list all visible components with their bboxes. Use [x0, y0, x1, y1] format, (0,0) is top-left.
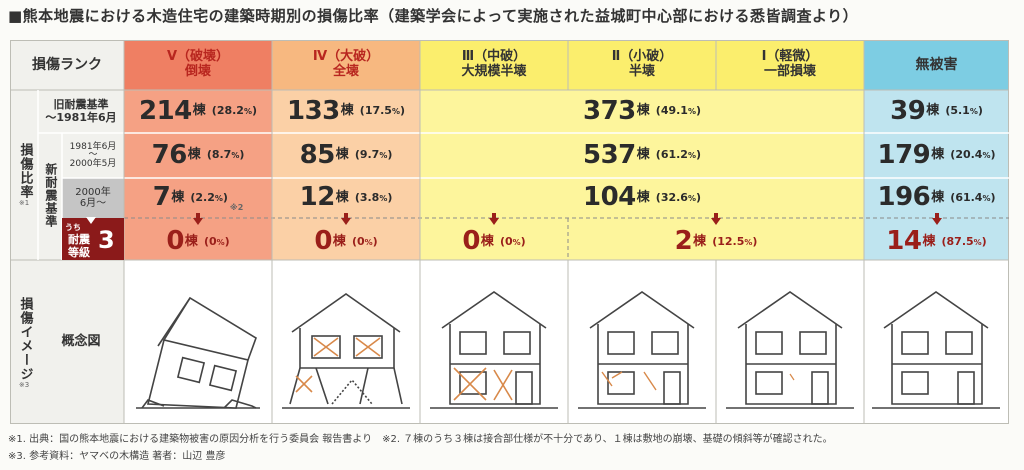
iv-data-column: [272, 90, 420, 260]
new2-row-label: 2000年 6月～: [75, 186, 111, 210]
collapsed-house-image: [136, 296, 260, 409]
iii-header-line1: Ⅲ（中破）: [461, 49, 527, 65]
cell-new1-none: 179 棟 (20.4%): [877, 139, 996, 170]
i-header-line1: Ⅰ（軽微）: [761, 49, 819, 65]
iii-header-line2: 大規模半壊: [461, 64, 527, 79]
cell-grade3-ii-i: 2 棟 (12.5%): [674, 226, 758, 257]
half-destroyed-house-image: [578, 291, 706, 409]
cell-grade3-iv: 0 棟 (0%): [314, 226, 378, 257]
arrow-down-icon: [193, 213, 203, 225]
major-half-destroyed-house-image: [430, 291, 558, 409]
image-note: ※3: [18, 380, 30, 389]
arrow-down-icon: [932, 213, 942, 225]
ratio-side-label: 損傷比率 ※1: [17, 142, 33, 207]
destroyed-house-image: [282, 293, 410, 409]
cell-old-iv: 133 棟 (17.5%): [286, 95, 405, 126]
cell-new2-iii-i: 104 棟 (32.6%): [582, 182, 701, 213]
arrow-down-icon: [341, 213, 351, 225]
none-data-column: [864, 90, 1009, 260]
grade3-arrow: [86, 217, 96, 224]
cell-new2-v: 7 棟 (2.2%) ※2: [152, 182, 244, 213]
new1-label-cell: [62, 133, 124, 178]
none-header-cell: [864, 40, 1009, 90]
ii-header-line2: 半壊: [628, 64, 655, 79]
cell-old-none: 39 棟 (5.1%): [890, 95, 983, 126]
v-header-line2: 倒壊: [184, 64, 211, 79]
rank-header-cell: [10, 40, 124, 90]
new1-row-label: 1981年6月 ～ 2000年5月: [69, 141, 117, 170]
damage-ratio-table: 損傷ランク Ⅴ（破壊） 倒壊 Ⅳ（大破） 全壊 Ⅲ（中破） 大規模半壊 Ⅱ（小破…: [10, 40, 1009, 424]
image-label-cell: [10, 260, 124, 424]
grade3-badge: うち 耐震 等級 3: [62, 217, 124, 260]
undamaged-house-image: [872, 291, 1000, 409]
arrow-down-icon: [489, 213, 499, 225]
footnote-1: ※1. 出典：国の熊本地震における建築物被害の原因分析を行う委員会 報告書より …: [8, 434, 833, 445]
page-title: ■熊本地震における木造住宅の建築時期別の損傷比率（建築学会によって実施された益城…: [8, 7, 859, 25]
iv-header-line2: 全壊: [332, 64, 359, 79]
none-header: 無被害: [915, 56, 958, 73]
ii-header: Ⅱ（小破） 半壊: [568, 40, 716, 90]
cell-grade3-v: 0 棟 (0%): [166, 226, 230, 257]
iii-header-cell: [420, 40, 568, 90]
cell-new2-none: 196 棟 (61.4%): [877, 182, 996, 213]
grid-lines: [10, 40, 1009, 424]
image-side-label: 損傷イメージ ※3: [17, 296, 33, 389]
old-row-label: 旧耐震基準 ～1981年6月: [45, 97, 117, 124]
cell-old-iii-i: 373 棟 (49.1%): [582, 95, 701, 126]
old-label-cell: [38, 90, 124, 133]
iii-header: Ⅲ（中破） 大規模半壊: [420, 40, 568, 90]
concept-label: 概念図: [61, 333, 101, 349]
i-header-cell: [716, 40, 864, 90]
ratio-label-column: [10, 90, 38, 260]
partially-damaged-house-image: [726, 291, 854, 409]
iv-header: Ⅳ（大破） 全壊: [272, 40, 420, 90]
iv-header-line1: Ⅳ（大破）: [312, 49, 380, 65]
cell-grade3-iii: 0 棟 (0%): [462, 226, 526, 257]
cell-old-v: 214 棟 (28.2%): [138, 95, 257, 126]
cell-new1-iii-i: 537 棟 (61.2%): [582, 139, 701, 170]
cell-grade3-none: 14 棟 (87.5%): [886, 226, 987, 257]
new-std-side-label: 新耐震基準: [43, 162, 58, 228]
v-data-column: [124, 90, 272, 260]
i-header-line2: 一部損壊: [763, 64, 816, 79]
iv-header-cell: [272, 40, 420, 90]
rank-header: 損傷ランク: [32, 56, 102, 73]
cell-new1-v: 76 棟 (8.7%): [151, 139, 245, 170]
footnote-3: ※3. 参考資料：ヤマベの木構造 著者：山辺 豊彦: [8, 451, 226, 462]
cell-new1-iv: 85 棟 (9.7%): [299, 139, 393, 170]
ii-header-line1: Ⅱ（小破）: [611, 49, 673, 65]
v-header: Ⅴ（破壊） 倒壊: [124, 40, 272, 90]
yellow-data-column: [420, 90, 864, 260]
ratio-note: ※1: [18, 198, 30, 207]
new2-label-cell: [62, 178, 124, 218]
cell-new2-iv: 12 棟 (3.8%): [299, 182, 393, 213]
v-header-line1: Ⅴ（破壊）: [166, 49, 230, 65]
v-header-cell: [124, 40, 272, 90]
note-2-marker: ※2: [229, 202, 244, 212]
ii-header-cell: [568, 40, 716, 90]
new-std-label-column: [38, 133, 62, 260]
i-header: Ⅰ（軽微） 一部損壊: [716, 40, 864, 90]
arrow-down-icon: [711, 213, 721, 225]
